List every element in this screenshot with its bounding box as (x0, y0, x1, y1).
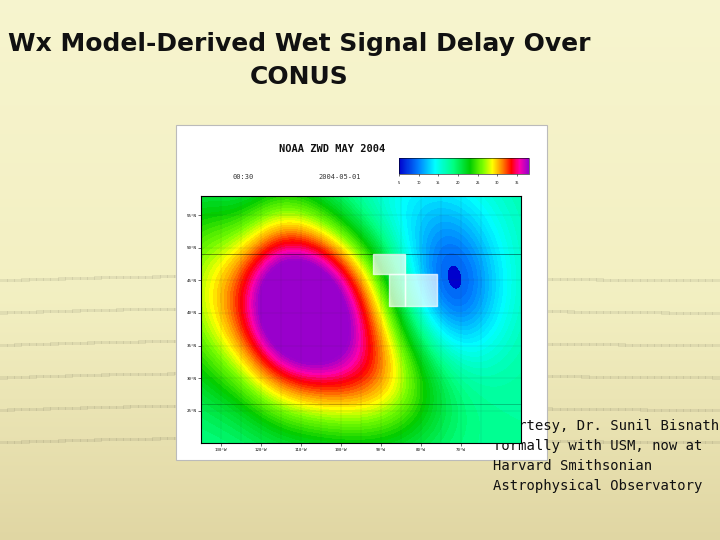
Text: 2004-05-01: 2004-05-01 (318, 174, 361, 180)
Text: Wx Model-Derived Wet Signal Delay Over: Wx Model-Derived Wet Signal Delay Over (7, 32, 590, 56)
Text: CONUS: CONUS (249, 65, 348, 89)
Text: Courtesy, Dr. Sunil Bisnath
formally with USM, now at
Harvard Smithsonian
Astrop: Courtesy, Dr. Sunil Bisnath formally wit… (493, 419, 719, 494)
Text: 00:30: 00:30 (233, 174, 253, 180)
FancyBboxPatch shape (176, 125, 547, 460)
Text: NOAA ZWD MAY 2004: NOAA ZWD MAY 2004 (279, 144, 385, 154)
